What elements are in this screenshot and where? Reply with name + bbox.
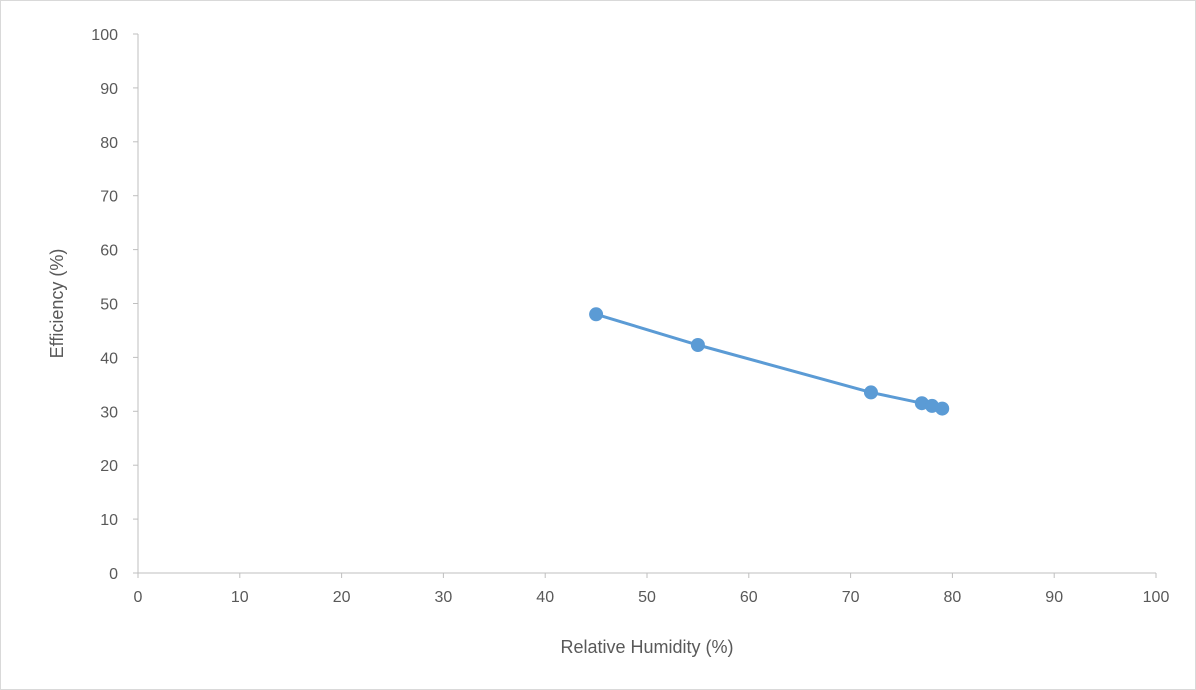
y-tick-label: 0 <box>109 566 118 583</box>
x-tick-label: 40 <box>536 589 554 606</box>
y-tick-label: 10 <box>100 512 118 529</box>
data-point <box>589 307 604 322</box>
y-tick-label: 20 <box>100 458 118 475</box>
x-tick-label: 0 <box>134 589 143 606</box>
y-tick-label: 40 <box>100 350 118 367</box>
y-tick-label: 60 <box>100 243 118 260</box>
y-tick-label: 30 <box>100 404 118 421</box>
x-tick-label: 60 <box>740 589 758 606</box>
x-axis-ticks: 0 10 20 30 40 50 60 70 80 90 100 <box>134 573 1170 606</box>
x-axis-title: Relative Humidity (%) <box>560 637 733 657</box>
x-tick-label: 10 <box>231 589 249 606</box>
y-axis-title: Efficiency (%) <box>47 249 67 359</box>
x-tick-label: 70 <box>842 589 860 606</box>
data-point <box>935 401 950 416</box>
y-tick-label: 90 <box>100 81 118 98</box>
y-tick-label: 70 <box>100 189 118 206</box>
x-tick-label: 90 <box>1045 589 1063 606</box>
series-layer <box>589 307 950 416</box>
y-axis-ticks: 0 10 20 30 40 50 60 70 80 90 100 <box>91 27 138 583</box>
data-point <box>690 338 705 353</box>
data-point <box>863 385 878 400</box>
series-line <box>595 312 943 411</box>
x-tick-label: 50 <box>638 589 656 606</box>
y-tick-label: 100 <box>91 27 118 44</box>
x-tick-label: 100 <box>1143 589 1170 606</box>
axes <box>137 34 1156 574</box>
x-tick-label: 20 <box>333 589 351 606</box>
y-tick-label: 80 <box>100 135 118 152</box>
y-tick-label: 50 <box>100 297 118 314</box>
x-tick-label: 80 <box>944 589 962 606</box>
x-tick-label: 30 <box>435 589 453 606</box>
